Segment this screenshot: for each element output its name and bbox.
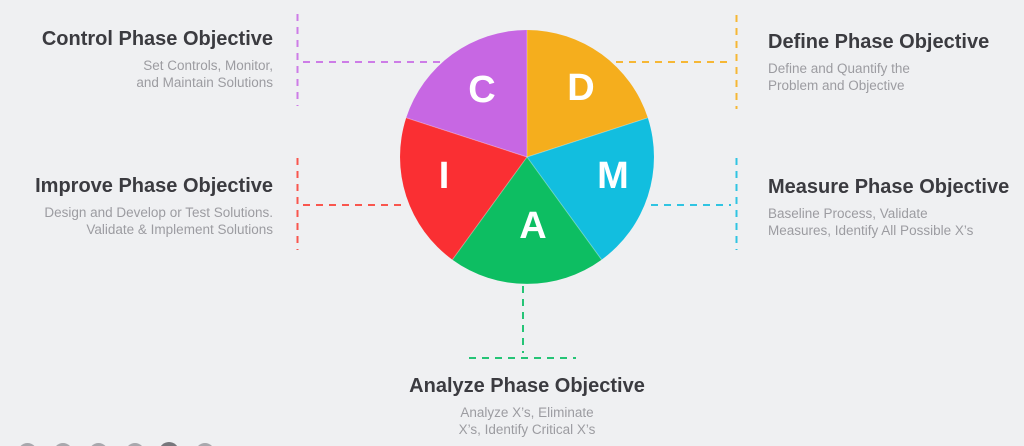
analyze-phase-title: Analyze Phase Objective (409, 375, 645, 397)
control-phase-title: Control Phase Objective (41, 28, 273, 50)
watermark-arc (161, 442, 177, 446)
measure-phase-description-line1: Baseline Process, Validate (768, 206, 928, 221)
define-phase-description-line2: Problem and Objective (768, 78, 905, 93)
measure-phase-description: Baseline Process, Validate Measures, Ide… (768, 205, 1009, 239)
improve-phase-title: Improve Phase Objective (35, 175, 273, 197)
pie-slice-improve (400, 117, 527, 260)
watermark-arc (198, 443, 212, 446)
improve-phase-description-line2: Validate & Implement Solutions (86, 222, 273, 237)
dmaic-pie-chart: D M A I C (400, 30, 654, 284)
watermark-arc (56, 443, 70, 446)
pie-letter-measure: M (597, 155, 629, 197)
pie-slice-analyze (452, 157, 602, 284)
define-phase-title: Define Phase Objective (768, 31, 990, 53)
pie-slice-define (527, 30, 648, 157)
define-phase-description: Define and Quantify the Problem and Obje… (768, 60, 989, 94)
control-phase-description: Set Controls, Monitor, and Maintain Solu… (42, 57, 273, 91)
control-phase-description-line1: Set Controls, Monitor, (143, 58, 273, 73)
analyze-phase-block: Analyze Phase Objective Analyze X’s, Eli… (377, 374, 677, 438)
measure-phase-description-line2: Measures, Identify All Possible X’s (768, 223, 974, 238)
improve-phase-description: Design and Develop or Test Solutions. Va… (35, 204, 273, 238)
watermark-arc (20, 443, 35, 446)
analyze-phase-description-line1: Analyze X’s, Eliminate (460, 405, 594, 420)
define-phase-description-line1: Define and Quantify the (768, 61, 910, 76)
cutoff-watermark-arcs (20, 442, 212, 446)
pie-slice-separators (406, 30, 648, 260)
analyze-phase-description-line2: X’s, Identify Critical X’s (458, 422, 596, 437)
pie-slice-measure (527, 117, 654, 260)
watermark-arc (128, 443, 142, 446)
measure-phase-title: Measure Phase Objective (768, 176, 1010, 198)
pie-slice-control (406, 30, 527, 157)
pie-letter-improve: I (439, 155, 450, 197)
define-phase-block: Define Phase Objective Define and Quanti… (768, 30, 989, 94)
control-phase-description-line2: and Maintain Solutions (136, 75, 273, 90)
control-phase-block: Control Phase Objective Set Controls, Mo… (42, 27, 273, 91)
pie-letter-define: D (567, 67, 594, 109)
watermark-arc (91, 443, 106, 446)
improve-phase-block: Improve Phase Objective Design and Devel… (35, 174, 273, 238)
pie-letter-control: C (468, 69, 495, 111)
analyze-phase-description: Analyze X’s, Eliminate X’s, Identify Cri… (377, 404, 677, 438)
pie-letter-analyze: A (519, 205, 546, 247)
improve-phase-description-line1: Design and Develop or Test Solutions. (44, 205, 273, 220)
measure-phase-block: Measure Phase Objective Baseline Process… (768, 175, 1009, 239)
